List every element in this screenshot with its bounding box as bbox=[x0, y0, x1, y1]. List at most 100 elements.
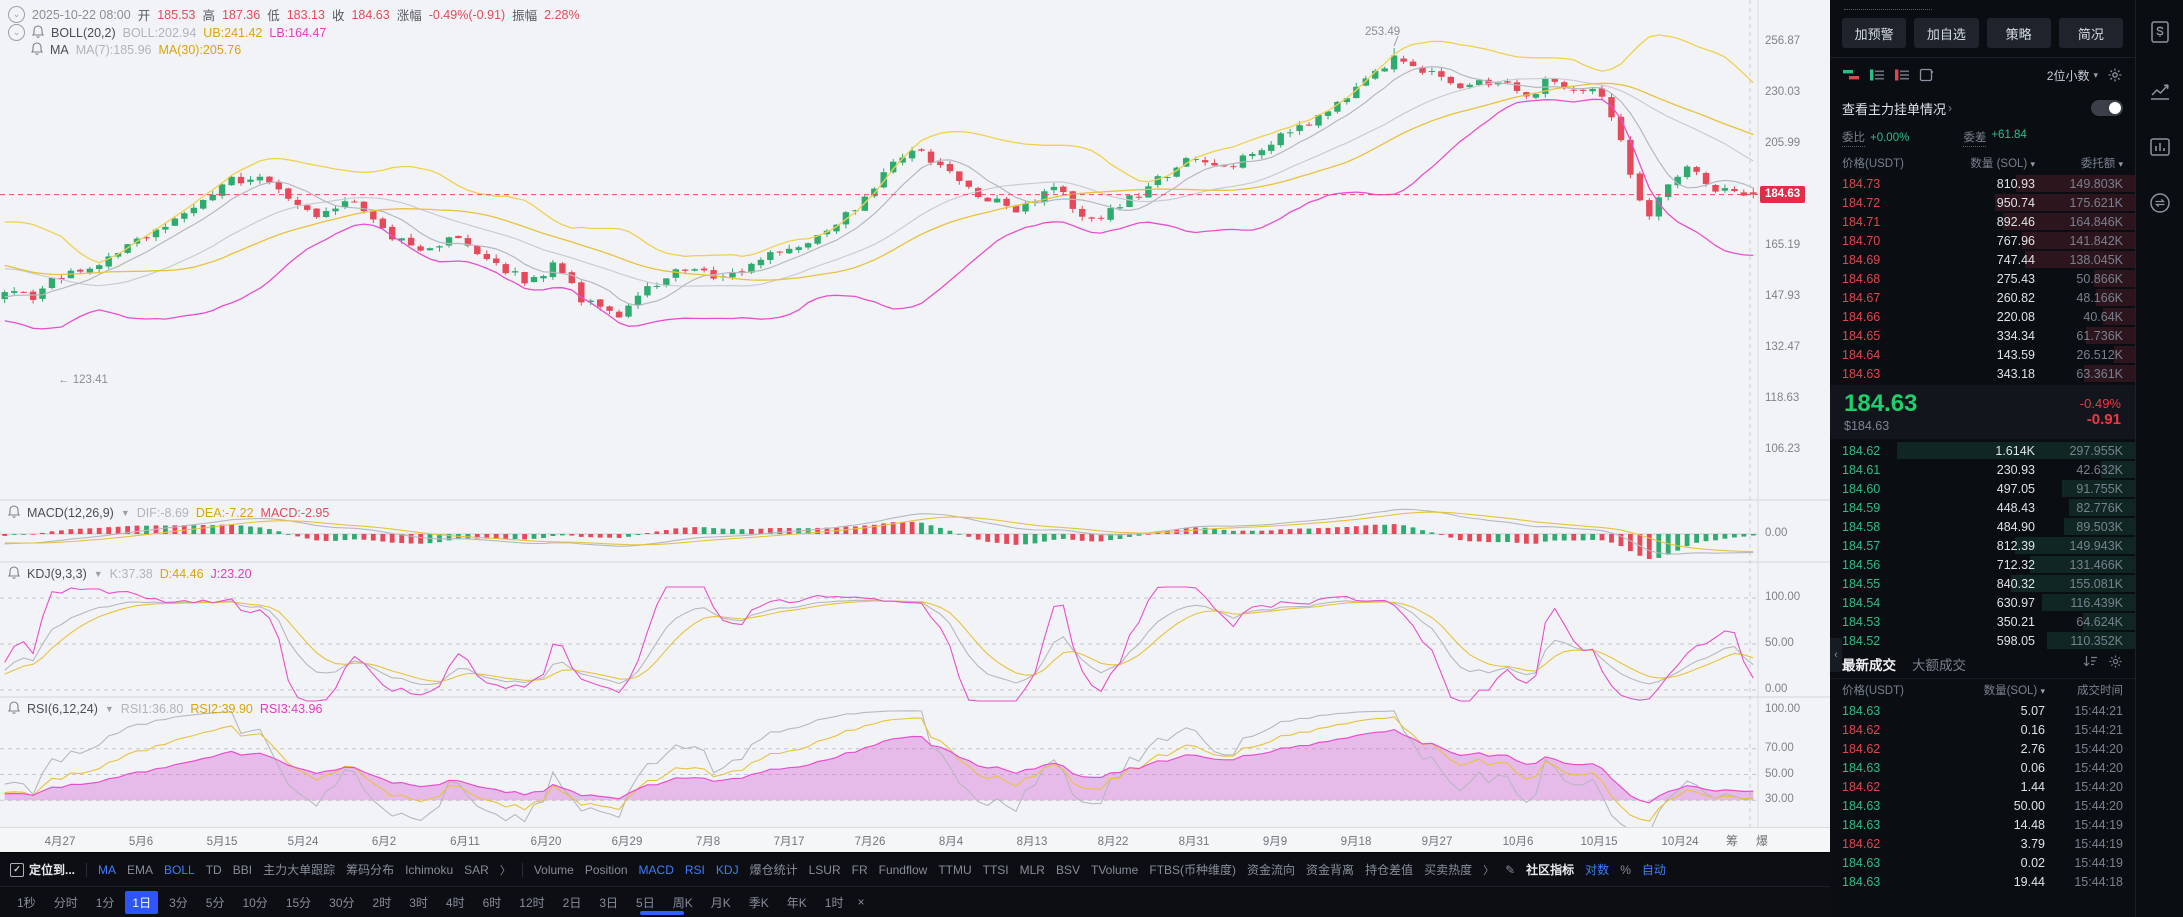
boll-name[interactable]: BOLL(20,2) bbox=[51, 25, 116, 40]
indicator-chip-19[interactable]: LSUR bbox=[808, 862, 841, 877]
ask-row[interactable]: 184.66 220.08 40.64K bbox=[1830, 307, 2135, 326]
indicator-chip-6[interactable]: BBI bbox=[232, 862, 253, 877]
timeframe-chip-周K[interactable]: 周K bbox=[672, 895, 693, 910]
indicator-chip-7[interactable]: 主力大单跟踪 bbox=[263, 863, 336, 877]
bar-chart-icon[interactable] bbox=[2149, 136, 2171, 163]
indicator-chip-5[interactable]: TD bbox=[205, 862, 222, 877]
timeframe-chip-3分[interactable]: 3分 bbox=[169, 895, 188, 910]
bid-row[interactable]: 184.59 448.43 82.776K bbox=[1830, 498, 2135, 517]
timeframe-chip-15分[interactable]: 15分 bbox=[285, 895, 312, 910]
more-indicators-chevron[interactable]: 〉 bbox=[1483, 864, 1495, 877]
chevron-down-icon[interactable]: ▼ bbox=[93, 569, 103, 579]
trade-row[interactable]: 184.63 0.06 15:44:20 bbox=[1830, 758, 2135, 777]
ask-row[interactable]: 184.68 275.43 50.866K bbox=[1830, 269, 2135, 288]
book-mode-asks-icon[interactable] bbox=[1894, 68, 1910, 82]
ask-row[interactable]: 184.70 767.96 141.842K bbox=[1830, 231, 2135, 250]
timeframe-chip-5日[interactable]: 5日 bbox=[636, 895, 655, 910]
ask-row[interactable]: 184.64 143.59 26.512K bbox=[1830, 345, 2135, 364]
tab-large-trades[interactable]: 大额成交 bbox=[1912, 658, 1966, 673]
timeframe-chip-1分[interactable]: 1分 bbox=[95, 895, 115, 910]
trade-row[interactable]: 184.63 50.00 15:44:20 bbox=[1830, 796, 2135, 815]
timeframe-chip-1时[interactable]: 1时 bbox=[824, 895, 844, 910]
indicator-chip-23[interactable]: TTSI bbox=[982, 862, 1009, 877]
indicator-chip-15[interactable]: MACD bbox=[638, 862, 674, 877]
timeframe-chip-年K[interactable]: 年K bbox=[786, 895, 807, 910]
trade-row[interactable]: 184.62 3.79 15:44:19 bbox=[1830, 834, 2135, 853]
timeframe-chip-30分[interactable]: 30分 bbox=[329, 895, 355, 910]
timeframe-chip-2时[interactable]: 2时 bbox=[372, 895, 392, 910]
book-mode-bids-icon[interactable] bbox=[1869, 68, 1885, 82]
close-timeframe-icon[interactable]: × bbox=[857, 895, 865, 909]
panel-button-1[interactable]: 加自选 bbox=[1914, 18, 1979, 48]
timeframe-chip-3时[interactable]: 3时 bbox=[409, 895, 428, 910]
bell-icon[interactable] bbox=[8, 566, 20, 582]
panel-button-0[interactable]: 加预警 bbox=[1842, 18, 1907, 48]
tab-latest-trades[interactable]: 最新成交 bbox=[1842, 658, 1896, 673]
sort-icon[interactable] bbox=[2083, 655, 2098, 673]
bid-row[interactable]: 184.58 484.90 89.503K bbox=[1830, 517, 2135, 536]
trade-qty-header[interactable]: 数量(SOL) ▾ bbox=[1983, 685, 2045, 697]
billing-receipt-icon[interactable] bbox=[2149, 20, 2171, 49]
indicator-chip-37[interactable]: 自动 bbox=[1641, 863, 1666, 877]
indicator-chip-10[interactable]: SAR bbox=[464, 862, 489, 877]
indicator-chip-14[interactable]: Position bbox=[584, 862, 628, 877]
decimal-precision-dropdown[interactable]: 2位小数 ▾ bbox=[2046, 68, 2098, 83]
timeframe-chip-5分[interactable]: 5分 bbox=[205, 895, 225, 910]
gear-icon[interactable] bbox=[2107, 67, 2123, 83]
ma-name[interactable]: MA bbox=[50, 43, 69, 57]
locate-checkbox-icon[interactable]: ✓ bbox=[10, 862, 24, 877]
indicator-chip-28[interactable]: 资金流向 bbox=[1247, 863, 1296, 877]
add-panel-icon[interactable] bbox=[1919, 68, 1934, 82]
scrollbar-handle[interactable] bbox=[640, 911, 684, 915]
timeframe-chip-1日[interactable]: 1日 bbox=[125, 890, 159, 914]
ask-row[interactable]: 184.65 334.34 61.736K bbox=[1830, 326, 2135, 345]
indicator-chip-9[interactable]: Ichimoku bbox=[405, 862, 454, 877]
indicator-chip-20[interactable]: FR bbox=[851, 862, 868, 877]
trade-row[interactable]: 184.62 2.76 15:44:20 bbox=[1830, 739, 2135, 758]
trade-row[interactable]: 184.63 14.48 15:44:19 bbox=[1830, 815, 2135, 834]
bid-row[interactable]: 184.55 840.32 155.081K bbox=[1830, 574, 2135, 593]
bid-row[interactable]: 184.56 712.32 131.466K bbox=[1830, 555, 2135, 574]
indicator-chip-21[interactable]: Fundflow bbox=[878, 862, 928, 877]
collapse-chevron-icon[interactable]: ⌄ bbox=[8, 24, 25, 41]
indicator-chip-34[interactable]: 社区指标 bbox=[1526, 863, 1575, 877]
indicator-chip-27[interactable]: FTBS(币种维度) bbox=[1149, 863, 1237, 877]
bid-row[interactable]: 184.62 1.614K 297.955K bbox=[1830, 441, 2135, 460]
price-chart-svg[interactable] bbox=[0, 0, 1830, 827]
bid-row[interactable]: 184.57 812.39 149.943K bbox=[1830, 536, 2135, 555]
indicator-chip-22[interactable]: TTMU bbox=[938, 862, 972, 877]
ask-row[interactable]: 184.63 343.18 63.361K bbox=[1830, 364, 2135, 383]
quantity-column-header[interactable]: 数量 (SOL) ▾ bbox=[1970, 158, 2035, 170]
gear-icon[interactable] bbox=[2108, 654, 2123, 674]
edit-indicators-icon[interactable]: ✎ bbox=[1505, 862, 1516, 877]
indicator-chip-26[interactable]: TVolume bbox=[1091, 862, 1139, 877]
bell-icon[interactable] bbox=[32, 24, 44, 41]
timeframe-chip-10分[interactable]: 10分 bbox=[242, 895, 268, 910]
indicator-chip-8[interactable]: 筹码分布 bbox=[346, 863, 395, 877]
indicator-chip-0[interactable]: ✓ 定位到... bbox=[10, 861, 75, 878]
indicator-chip-24[interactable]: MLR bbox=[1019, 862, 1045, 877]
last-price-block[interactable]: 184.63 $184.63 -0.49% -0.91 bbox=[1830, 385, 2135, 439]
ask-row[interactable]: 184.73 810.93 149.803K bbox=[1830, 174, 2135, 193]
indicator-chip-29[interactable]: 资金背离 bbox=[1306, 863, 1355, 877]
timeframe-chip-12时[interactable]: 12时 bbox=[519, 895, 545, 910]
main-orders-link[interactable]: 查看主力挂单情况 bbox=[1842, 101, 1947, 117]
timeframe-chip-月K[interactable]: 月K bbox=[710, 895, 731, 910]
bid-row[interactable]: 184.54 630.97 116.439K bbox=[1830, 593, 2135, 612]
bid-row[interactable]: 184.60 497.05 91.755K bbox=[1830, 479, 2135, 498]
bell-icon[interactable] bbox=[8, 701, 20, 717]
indicator-chip-31[interactable]: 买卖热度 bbox=[1424, 863, 1473, 877]
indicator-chip-3[interactable]: EMA bbox=[127, 862, 154, 877]
trade-row[interactable]: 184.63 0.02 15:44:19 bbox=[1830, 853, 2135, 872]
axis-quick-toggle-0[interactable]: 筹 bbox=[1726, 834, 1739, 848]
ask-row[interactable]: 184.71 892.46 164.846K bbox=[1830, 212, 2135, 231]
bid-row[interactable]: 184.52 598.05 110.352K bbox=[1830, 631, 2135, 650]
time-axis[interactable]: 4月27 5月6 5月15 5月24 6月2 6月11 6月20 6月29 7月8 7月17 7月2… bbox=[0, 827, 1830, 853]
macd-name[interactable]: MACD(12,26,9) bbox=[27, 506, 114, 520]
trade-row[interactable]: 184.63 5.07 15:44:21 bbox=[1830, 701, 2135, 720]
timeframe-chip-1秒[interactable]: 1秒 bbox=[17, 895, 36, 910]
ask-row[interactable]: 184.67 260.82 48.166K bbox=[1830, 288, 2135, 307]
indicator-chip-4[interactable]: BOLL bbox=[164, 862, 195, 877]
panel-button-3[interactable]: 简况 bbox=[2058, 18, 2123, 48]
timeframe-chip-分时[interactable]: 分时 bbox=[53, 895, 78, 910]
